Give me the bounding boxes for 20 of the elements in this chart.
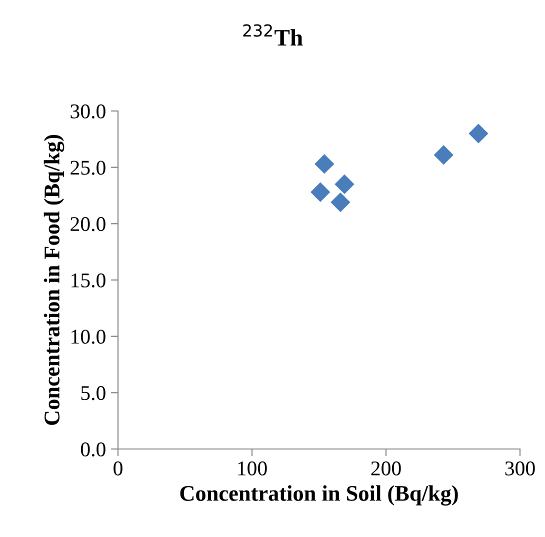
point xyxy=(314,154,334,174)
point xyxy=(310,182,330,202)
chart-title: $^{232}$Th xyxy=(243,24,303,46)
point xyxy=(330,192,350,212)
point xyxy=(334,174,354,194)
point xyxy=(434,145,454,164)
y-tick-label: 30.0 xyxy=(70,104,106,119)
x-tick-label: 200 xyxy=(371,461,401,476)
y-tick-label: 0.0 xyxy=(80,442,106,457)
y-tick-label: 10.0 xyxy=(72,330,106,344)
y-tick-label: 25.0 xyxy=(70,160,106,175)
y-axis-title: Concentration in Food (Bq/kg) xyxy=(44,134,64,425)
x-tick-label: 100 xyxy=(238,461,267,476)
y-tick-label: 20.0 xyxy=(70,217,106,232)
y-tick-label: 5.0 xyxy=(81,386,106,400)
x-tick-label: 0 xyxy=(114,461,122,476)
x-tick-label: 300 xyxy=(505,461,535,476)
y-tick-label: 15.0 xyxy=(72,273,106,288)
point xyxy=(468,124,488,144)
x-axis-title: Concentration in Soil (Bq/kg) xyxy=(180,485,458,506)
